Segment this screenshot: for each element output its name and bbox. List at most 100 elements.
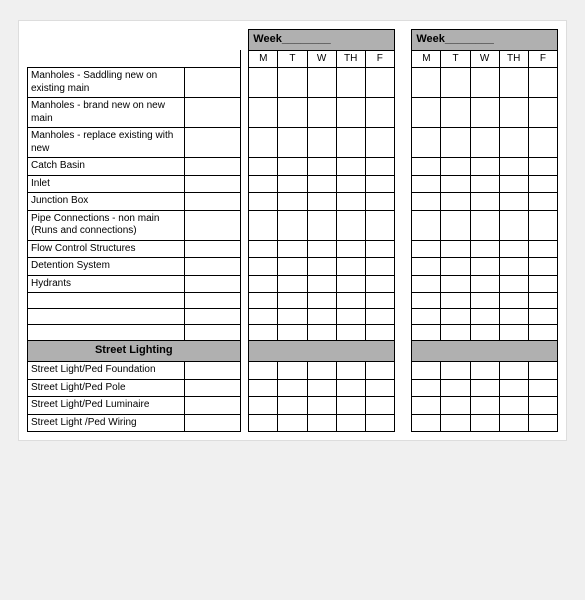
- day-cell[interactable]: [336, 275, 365, 293]
- day-cell[interactable]: [412, 309, 441, 325]
- day-cell[interactable]: [336, 325, 365, 341]
- day-cell[interactable]: [441, 397, 470, 415]
- day-cell[interactable]: [470, 158, 499, 176]
- day-cell[interactable]: [365, 158, 394, 176]
- day-cell[interactable]: [412, 258, 441, 276]
- day-cell[interactable]: [441, 175, 470, 193]
- day-cell[interactable]: [470, 379, 499, 397]
- day-cell[interactable]: [249, 193, 278, 211]
- day-cell[interactable]: [249, 275, 278, 293]
- day-cell[interactable]: [278, 175, 307, 193]
- day-cell[interactable]: [499, 293, 528, 309]
- day-cell[interactable]: [278, 193, 307, 211]
- day-cell[interactable]: [336, 240, 365, 258]
- day-cell[interactable]: [278, 362, 307, 380]
- day-cell[interactable]: [441, 414, 470, 432]
- day-cell[interactable]: [278, 210, 307, 240]
- day-cell[interactable]: [499, 397, 528, 415]
- day-cell[interactable]: [441, 68, 470, 98]
- day-cell[interactable]: [412, 68, 441, 98]
- day-cell[interactable]: [307, 128, 336, 158]
- day-cell[interactable]: [499, 258, 528, 276]
- day-cell[interactable]: [307, 397, 336, 415]
- day-cell[interactable]: [528, 275, 557, 293]
- day-cell[interactable]: [499, 325, 528, 341]
- day-cell[interactable]: [249, 258, 278, 276]
- day-cell[interactable]: [365, 258, 394, 276]
- day-cell[interactable]: [365, 240, 394, 258]
- day-cell[interactable]: [336, 258, 365, 276]
- day-cell[interactable]: [528, 68, 557, 98]
- day-cell[interactable]: [412, 397, 441, 415]
- day-cell[interactable]: [412, 193, 441, 211]
- day-cell[interactable]: [441, 240, 470, 258]
- day-cell[interactable]: [365, 175, 394, 193]
- day-cell[interactable]: [412, 414, 441, 432]
- day-cell[interactable]: [307, 414, 336, 432]
- day-cell[interactable]: [499, 379, 528, 397]
- day-cell[interactable]: [249, 293, 278, 309]
- day-cell[interactable]: [278, 275, 307, 293]
- day-cell[interactable]: [412, 325, 441, 341]
- day-cell[interactable]: [441, 362, 470, 380]
- day-cell[interactable]: [365, 325, 394, 341]
- day-cell[interactable]: [528, 175, 557, 193]
- day-cell[interactable]: [365, 414, 394, 432]
- day-cell[interactable]: [336, 193, 365, 211]
- day-cell[interactable]: [365, 362, 394, 380]
- day-cell[interactable]: [528, 379, 557, 397]
- day-cell[interactable]: [307, 325, 336, 341]
- day-cell[interactable]: [441, 379, 470, 397]
- day-cell[interactable]: [528, 309, 557, 325]
- day-cell[interactable]: [470, 309, 499, 325]
- day-cell[interactable]: [499, 275, 528, 293]
- day-cell[interactable]: [470, 397, 499, 415]
- day-cell[interactable]: [528, 98, 557, 128]
- day-cell[interactable]: [365, 293, 394, 309]
- day-cell[interactable]: [307, 240, 336, 258]
- day-cell[interactable]: [249, 98, 278, 128]
- day-cell[interactable]: [412, 98, 441, 128]
- day-cell[interactable]: [278, 128, 307, 158]
- day-cell[interactable]: [470, 128, 499, 158]
- day-cell[interactable]: [336, 293, 365, 309]
- day-cell[interactable]: [499, 240, 528, 258]
- day-cell[interactable]: [528, 240, 557, 258]
- day-cell[interactable]: [412, 175, 441, 193]
- day-cell[interactable]: [365, 210, 394, 240]
- day-cell[interactable]: [441, 128, 470, 158]
- day-cell[interactable]: [336, 175, 365, 193]
- day-cell[interactable]: [441, 325, 470, 341]
- day-cell[interactable]: [470, 68, 499, 98]
- day-cell[interactable]: [470, 240, 499, 258]
- day-cell[interactable]: [336, 98, 365, 128]
- day-cell[interactable]: [249, 210, 278, 240]
- day-cell[interactable]: [412, 362, 441, 380]
- day-cell[interactable]: [249, 362, 278, 380]
- day-cell[interactable]: [470, 293, 499, 309]
- day-cell[interactable]: [249, 175, 278, 193]
- day-cell[interactable]: [528, 325, 557, 341]
- day-cell[interactable]: [499, 128, 528, 158]
- day-cell[interactable]: [278, 293, 307, 309]
- day-cell[interactable]: [307, 379, 336, 397]
- day-cell[interactable]: [499, 98, 528, 128]
- day-cell[interactable]: [307, 210, 336, 240]
- day-cell[interactable]: [336, 210, 365, 240]
- day-cell[interactable]: [249, 325, 278, 341]
- day-cell[interactable]: [365, 309, 394, 325]
- day-cell[interactable]: [307, 158, 336, 176]
- day-cell[interactable]: [412, 240, 441, 258]
- day-cell[interactable]: [365, 379, 394, 397]
- day-cell[interactable]: [278, 309, 307, 325]
- day-cell[interactable]: [528, 193, 557, 211]
- day-cell[interactable]: [470, 325, 499, 341]
- day-cell[interactable]: [278, 258, 307, 276]
- day-cell[interactable]: [336, 158, 365, 176]
- day-cell[interactable]: [528, 158, 557, 176]
- day-cell[interactable]: [336, 362, 365, 380]
- day-cell[interactable]: [470, 414, 499, 432]
- day-cell[interactable]: [249, 128, 278, 158]
- day-cell[interactable]: [307, 98, 336, 128]
- day-cell[interactable]: [307, 275, 336, 293]
